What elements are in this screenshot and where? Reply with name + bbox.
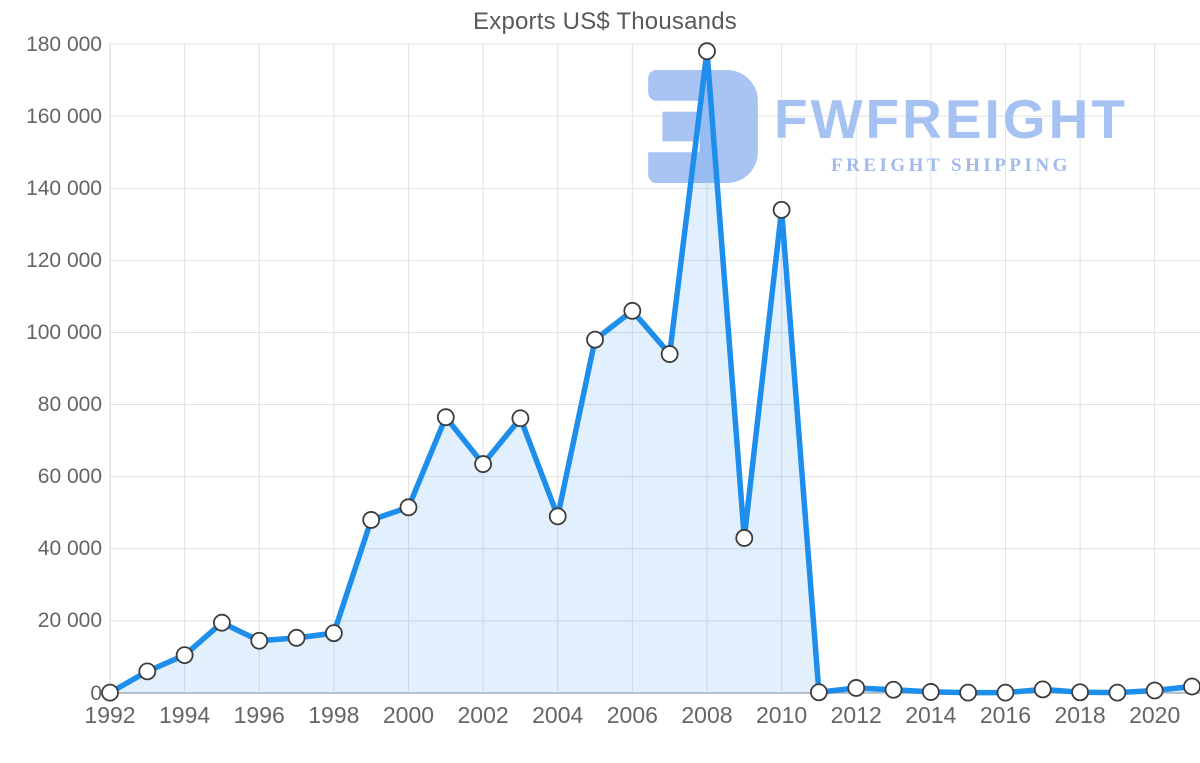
y-tick-label: 120 000 [26,248,102,272]
data-point-2016[interactable] [996,683,1015,702]
y-tick-label: 160 000 [26,104,102,128]
data-point-2003[interactable] [511,409,530,428]
data-point-1997[interactable] [287,628,306,647]
x-tick-label: 2008 [681,702,733,728]
data-point-2009[interactable] [735,529,754,547]
data-point-2006[interactable] [623,301,642,320]
data-point-2015[interactable] [959,683,978,702]
y-tick-label: 140 000 [26,176,102,200]
data-point-2000[interactable] [399,498,418,517]
data-point-2020[interactable] [1145,681,1164,700]
data-point-2001[interactable] [436,408,455,427]
x-tick-label: 2018 [1054,702,1106,728]
data-point-2018[interactable] [1071,683,1089,702]
data-point-1993[interactable] [138,662,157,681]
x-tick-label: 2002 [457,702,509,728]
data-point-2007[interactable] [660,345,679,363]
x-tick-label: 1992 [84,702,136,728]
watermark-brand-text: FWFREIGHT [774,88,1128,150]
data-point-1992[interactable] [101,683,119,702]
watermark-text-block: FWFREIGHT FREIGHT SHIPPING [774,92,1128,177]
watermark-tagline-text: FREIGHT SHIPPING [831,155,1071,176]
data-point-2012[interactable] [847,679,866,697]
data-point-2017[interactable] [1033,680,1052,699]
y-tick-label: 40 000 [37,537,102,561]
chart-title: Exports US$ Thousands [473,8,737,35]
x-tick-label: 2014 [905,702,957,728]
data-point-2005[interactable] [586,330,604,349]
y-tick-label: 0 [90,681,102,705]
data-point-1994[interactable] [175,646,194,665]
x-tick-label: 2016 [979,702,1032,728]
data-point-1999[interactable] [362,511,381,529]
x-tick-label: 2012 [830,702,882,728]
x-tick-label: 2004 [532,702,584,728]
y-tick-label: 20 000 [37,609,102,633]
y-tick-label: 180 000 [26,32,102,56]
data-point-2008[interactable] [698,42,716,61]
data-point-2002[interactable] [474,455,493,473]
x-tick-label: 2020 [1129,702,1181,728]
x-tick-label: 2010 [755,702,808,728]
x-tick-label: 1996 [233,702,285,728]
data-point-2010[interactable] [772,200,791,219]
data-point-1995[interactable] [213,613,231,632]
x-tick-label: 1998 [308,702,360,728]
y-tick-label: 100 000 [26,320,102,344]
y-tick-label: 80 000 [37,393,102,417]
data-point-2021[interactable] [1183,677,1200,696]
data-point-1998[interactable] [324,624,343,643]
data-point-2014[interactable] [921,683,940,701]
data-point-2019[interactable] [1108,683,1127,702]
x-tick-label: 2006 [606,702,658,728]
x-tick-label: 2000 [382,702,435,728]
x-tick-label: 1994 [159,702,211,728]
exports-area-fill [110,51,1192,693]
y-tick-label: 60 000 [37,465,102,489]
data-point-2004[interactable] [548,507,567,526]
data-point-1996[interactable] [250,631,269,650]
data-point-2013[interactable] [884,680,903,699]
data-point-2011[interactable] [809,683,828,702]
